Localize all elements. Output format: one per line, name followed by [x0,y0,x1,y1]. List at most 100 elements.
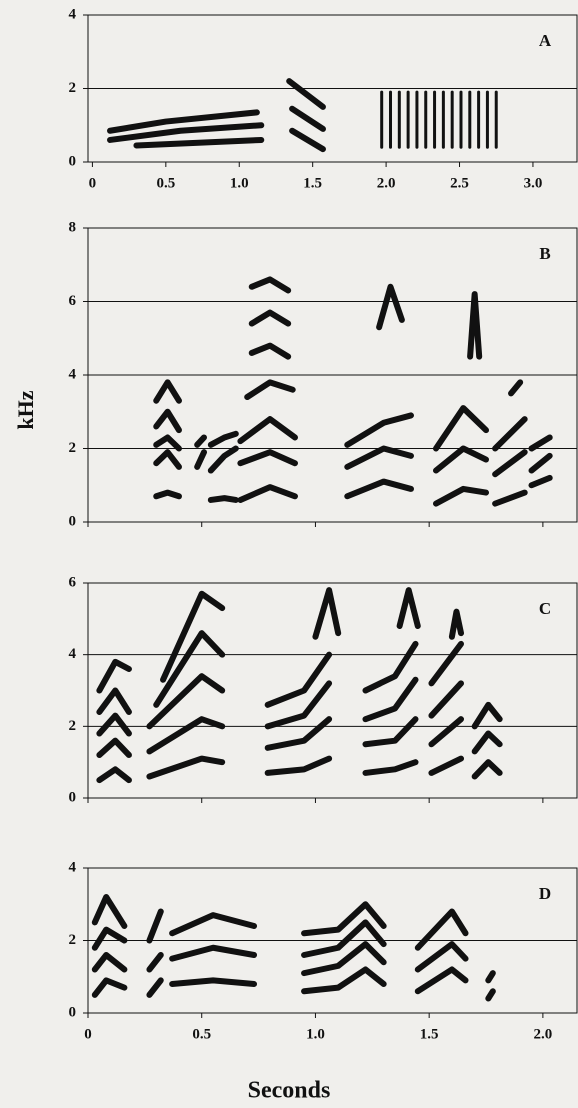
x-tick-label: 0.5 [156,175,175,191]
harmonic-trace [153,434,182,452]
y-tick-label: 4 [69,859,77,875]
x-tick-label: 1.5 [303,175,322,191]
harmonic-trace [207,430,239,448]
harmonic-trace [107,109,260,134]
plot-frame [87,227,578,523]
harmonic-trace [362,759,419,776]
y-tick-label: 2 [69,80,77,96]
y-axis-label: kHz [13,390,38,429]
harmonic-trace [471,730,503,755]
x-tick-label: 0 [84,1026,92,1042]
harmonic-trace [301,941,387,977]
harmonic-trace [362,640,419,694]
y-tick-label: 4 [69,646,77,662]
x-tick-label: 0.5 [192,1026,211,1042]
harmonic-trace [264,680,333,730]
harmonic-trace [96,687,132,715]
y-tick-label: 0 [69,789,77,805]
harmonic-trace [146,673,226,730]
harmonic-trace [286,78,326,110]
y-tick-label: 2 [69,440,77,456]
harmonic-trace [91,952,128,973]
harmonic-trace [248,309,292,327]
x-tick-label: 2.0 [534,1026,553,1042]
harmonic-trace [107,122,265,143]
y-tick-label: 8 [69,219,77,235]
harmonic-trace [344,445,414,470]
harmonic-trace [169,912,258,937]
panel-label: C [539,599,551,618]
harmonic-trace [485,970,496,984]
harmonic-trace [432,445,490,474]
harmonic-trace [237,416,298,445]
harmonic-trace [207,495,239,503]
harmonic-trace [96,737,132,758]
harmonic-trace [194,434,207,448]
harmonic-trace [96,712,132,737]
y-tick-label: 6 [69,293,77,309]
harmonic-trace [376,283,405,331]
y-tick-label: 0 [69,1004,77,1020]
harmonic-trace [414,941,469,973]
harmonic-trace [133,136,265,149]
harmonic-trace [448,608,465,640]
harmonic-trace [414,908,469,951]
harmonic-trace [432,405,490,452]
harmonic-trace [528,474,553,489]
harmonic-trace [264,651,333,708]
harmonic-trace [289,127,326,153]
harmonic-trace [153,379,182,404]
harmonic-trace [344,478,414,500]
x-tick-label: 1.5 [420,1026,439,1042]
harmonic-trace [153,630,226,708]
harmonic-trace [146,908,164,944]
y-tick-label: 0 [69,153,77,169]
harmonic-trace [301,901,387,937]
x-tick-label: 1.0 [306,1026,325,1042]
panel-label: A [539,31,552,50]
x-tick-label: 0 [89,175,97,191]
harmonic-trace [194,449,207,470]
harmonic-trace [528,452,553,474]
harmonic-trace [528,434,553,452]
harmonic-trace [207,445,239,474]
harmonic-trace [169,977,258,987]
harmonic-trace [96,658,132,694]
harmonic-trace [146,755,226,780]
harmonic-trace [244,379,296,401]
harmonic-trace [301,966,387,995]
harmonic-trace [508,379,524,397]
harmonic-trace [160,590,226,683]
x-tick-label: 2.0 [377,175,396,191]
harmonic-trace [362,676,419,723]
harmonic-trace [146,952,164,973]
plot-frame [87,582,578,799]
harmonic-trace [428,680,465,719]
harmonic-trace [344,412,414,448]
y-tick-label: 2 [69,718,77,734]
harmonic-trace [91,894,128,929]
harmonic-trace [396,587,421,629]
harmonic-trace [146,716,226,755]
harmonic-trace [428,640,465,687]
harmonic-trace [146,977,164,998]
harmonic-trace [492,449,528,478]
harmonic-trace [264,716,333,751]
harmonic-trace [248,276,292,294]
y-tick-label: 2 [69,932,77,948]
harmonic-trace [301,919,387,958]
y-tick-label: 6 [69,574,77,590]
x-tick-label: 2.5 [450,175,469,191]
harmonic-trace [91,926,128,951]
x-tick-label: 1.0 [230,175,249,191]
harmonic-trace [237,484,298,503]
panel-label: D [539,884,551,903]
harmonic-trace [153,408,182,434]
y-tick-label: 0 [69,513,77,529]
panel-label: B [539,244,550,263]
harmonic-trace [289,105,326,132]
harmonic-trace [432,485,490,507]
